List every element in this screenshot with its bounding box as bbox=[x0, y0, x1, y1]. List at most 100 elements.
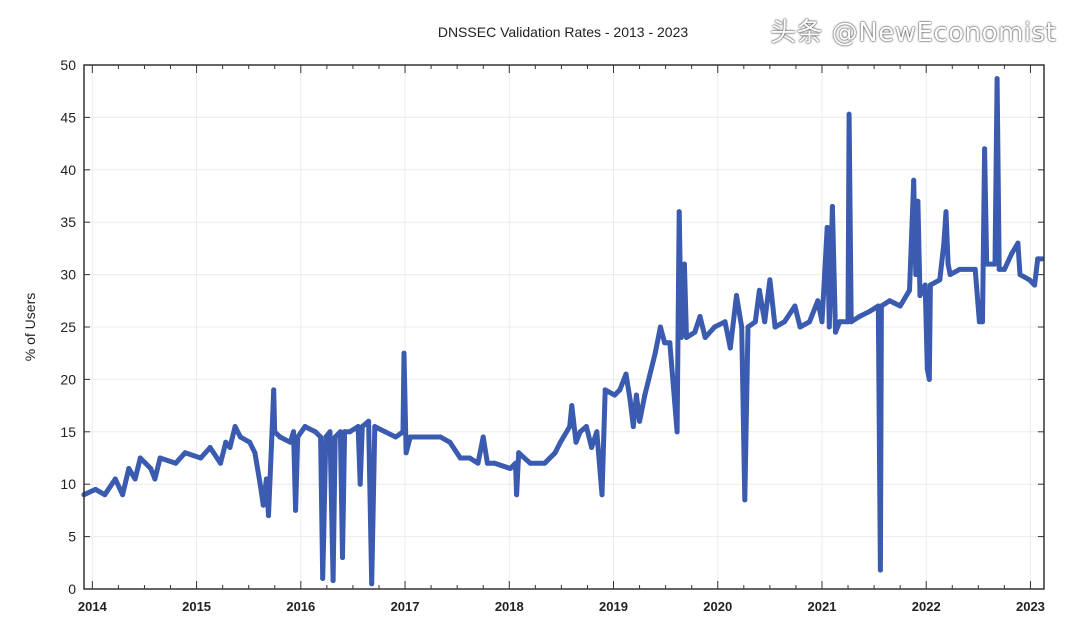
data-point bbox=[318, 434, 324, 440]
data-point bbox=[911, 177, 917, 183]
data-point bbox=[330, 578, 336, 584]
data-point bbox=[227, 445, 233, 451]
data-point bbox=[437, 434, 443, 440]
series-line bbox=[81, 76, 1045, 587]
data-point bbox=[252, 450, 258, 456]
data-point bbox=[927, 282, 933, 288]
data-point bbox=[667, 340, 673, 346]
data-point bbox=[372, 424, 378, 430]
data-point bbox=[957, 266, 963, 272]
data-point bbox=[120, 492, 126, 498]
y-tick-label: 10 bbox=[60, 476, 76, 492]
data-point bbox=[697, 314, 703, 320]
data-point bbox=[293, 507, 299, 513]
data-point bbox=[994, 76, 1000, 82]
data-point bbox=[382, 429, 388, 435]
data-point bbox=[137, 455, 143, 461]
data-point bbox=[623, 371, 629, 377]
data-point bbox=[642, 392, 648, 398]
data-point bbox=[846, 111, 852, 117]
data-point bbox=[152, 476, 158, 482]
data-point bbox=[712, 324, 718, 330]
data-point bbox=[260, 502, 266, 508]
data-point bbox=[772, 324, 778, 330]
data-point bbox=[527, 460, 533, 466]
x-tick-label: 2021 bbox=[808, 599, 837, 614]
data-point bbox=[941, 240, 947, 246]
data-point bbox=[366, 418, 372, 424]
data-point bbox=[745, 324, 751, 330]
data-point bbox=[594, 429, 600, 435]
data-point bbox=[602, 387, 608, 393]
data-point bbox=[982, 146, 988, 152]
data-point bbox=[992, 261, 998, 267]
data-point bbox=[355, 424, 361, 430]
data-point bbox=[1026, 277, 1032, 283]
data-point bbox=[337, 429, 343, 435]
data-point bbox=[320, 576, 326, 582]
data-point bbox=[148, 465, 154, 471]
data-point bbox=[943, 209, 949, 215]
data-point bbox=[400, 429, 406, 435]
data-point bbox=[926, 376, 932, 382]
y-tick-label: 5 bbox=[68, 529, 76, 545]
data-point bbox=[403, 450, 409, 456]
data-point bbox=[633, 392, 639, 398]
data-point bbox=[182, 450, 188, 456]
data-point bbox=[676, 209, 682, 215]
data-point bbox=[357, 481, 363, 487]
data-point bbox=[1032, 282, 1038, 288]
data-point bbox=[516, 450, 522, 456]
data-point bbox=[369, 581, 375, 587]
data-point bbox=[727, 345, 733, 351]
data-point bbox=[291, 429, 297, 435]
data-point bbox=[302, 424, 308, 430]
data-point bbox=[681, 261, 687, 267]
data-point bbox=[1039, 256, 1045, 262]
watermark: 头条 @NewEconomist bbox=[770, 18, 1057, 48]
x-tick-label: 2022 bbox=[912, 599, 941, 614]
data-point bbox=[806, 319, 812, 325]
data-point bbox=[218, 460, 224, 466]
data-point bbox=[277, 434, 283, 440]
data-point bbox=[347, 429, 353, 435]
data-point bbox=[1035, 256, 1041, 262]
data-point bbox=[833, 329, 839, 335]
data-point bbox=[897, 303, 903, 309]
data-point bbox=[739, 324, 745, 330]
data-point bbox=[312, 429, 318, 435]
data-point bbox=[797, 324, 803, 330]
data-point bbox=[692, 329, 698, 335]
data-point bbox=[542, 460, 548, 466]
data-point bbox=[599, 492, 605, 498]
data-point bbox=[627, 397, 633, 403]
data-point bbox=[467, 455, 473, 461]
data-point bbox=[513, 460, 519, 466]
data-point bbox=[792, 303, 798, 309]
data-point bbox=[198, 455, 204, 461]
data-point bbox=[263, 476, 269, 482]
data-point bbox=[257, 481, 263, 487]
data-point bbox=[407, 434, 413, 440]
data-point bbox=[612, 392, 618, 398]
data-point bbox=[815, 298, 821, 304]
data-point bbox=[657, 324, 663, 330]
x-tick-label: 2017 bbox=[391, 599, 420, 614]
data-point bbox=[573, 439, 579, 445]
data-point bbox=[752, 319, 758, 325]
data-point bbox=[480, 434, 486, 440]
data-point bbox=[945, 261, 951, 267]
y-tick-label: 15 bbox=[60, 424, 76, 440]
data-point bbox=[269, 439, 275, 445]
data-point bbox=[922, 282, 928, 288]
data-point bbox=[917, 293, 923, 299]
data-point bbox=[323, 434, 329, 440]
data-point bbox=[359, 424, 365, 430]
data-point bbox=[984, 261, 990, 267]
data-point bbox=[589, 445, 595, 451]
data-point bbox=[583, 424, 589, 430]
data-point bbox=[980, 319, 986, 325]
data-point bbox=[295, 434, 301, 440]
y-tick-label: 25 bbox=[60, 319, 76, 335]
data-point bbox=[915, 198, 921, 204]
